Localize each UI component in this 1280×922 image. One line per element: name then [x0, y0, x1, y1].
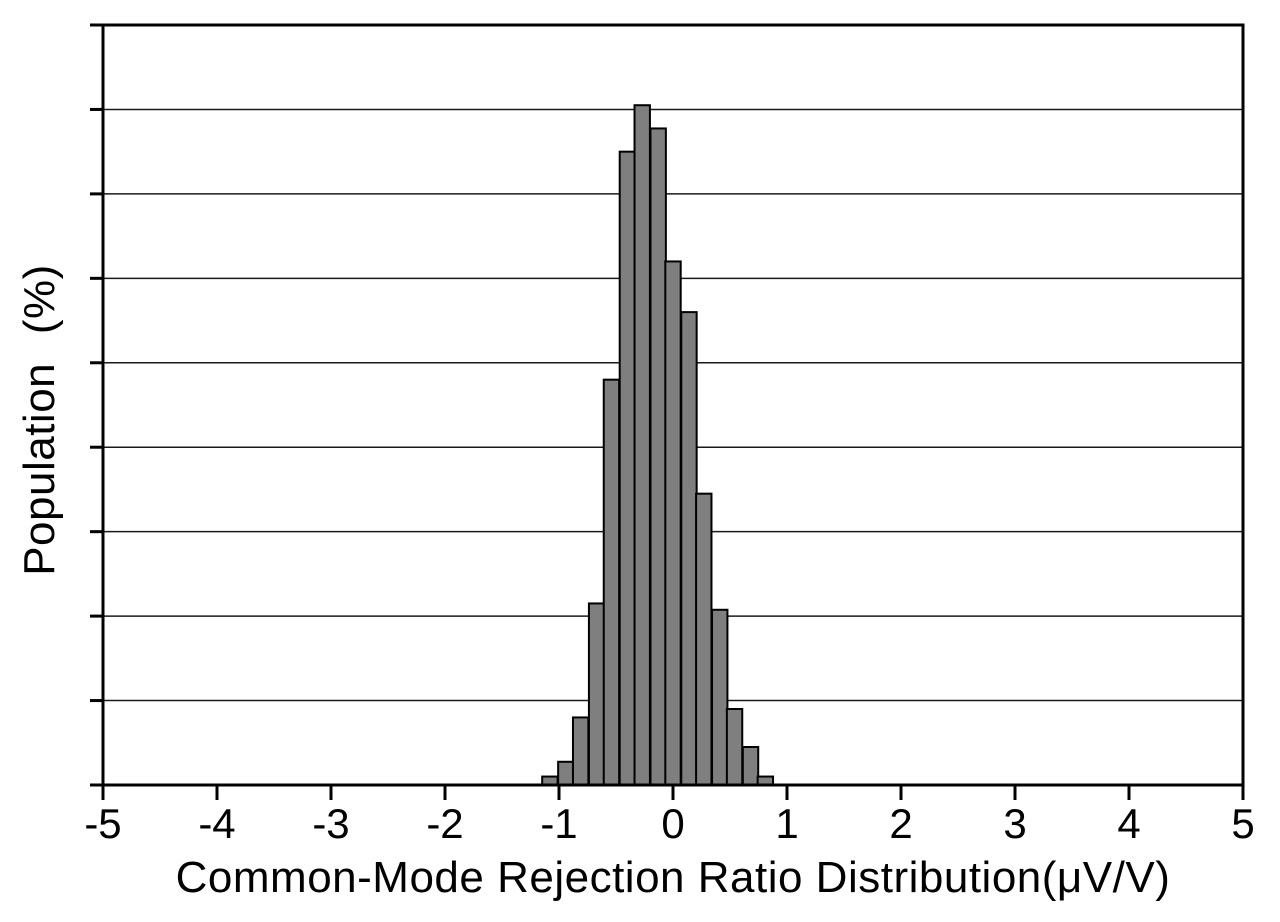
histogram-bar	[618, 150, 637, 786]
histogram-bar	[602, 378, 621, 786]
histogram-bar	[741, 746, 760, 786]
x-tick-label: -3	[312, 800, 349, 847]
histogram-bar	[633, 104, 651, 786]
y-axis-title: Population (%)	[15, 264, 64, 576]
histogram-bar	[587, 602, 606, 787]
histogram-bar	[725, 708, 744, 786]
histogram-bar	[695, 492, 713, 786]
histogram-bar	[711, 608, 729, 786]
x-tick-label: -5	[84, 800, 121, 847]
x-tick-label: 0	[661, 800, 684, 847]
x-tick-label: -4	[198, 800, 235, 847]
histogram-bar	[571, 716, 590, 787]
x-axis-title: Common-Mode Rejection Ratio Distribution…	[175, 853, 1171, 902]
histogram-bar	[664, 260, 682, 786]
x-tick-label: 2	[889, 800, 912, 847]
x-tick-label: 4	[1117, 800, 1140, 847]
x-tick-label: 5	[1231, 800, 1254, 847]
x-tick-label: 3	[1003, 800, 1026, 847]
histogram-bar	[649, 127, 667, 786]
x-tick-label: -2	[426, 800, 463, 847]
x-tick-label: -1	[540, 800, 577, 847]
histogram-bar	[557, 760, 575, 786]
x-tick-label: 1	[775, 800, 798, 847]
histogram-bar	[680, 311, 698, 786]
